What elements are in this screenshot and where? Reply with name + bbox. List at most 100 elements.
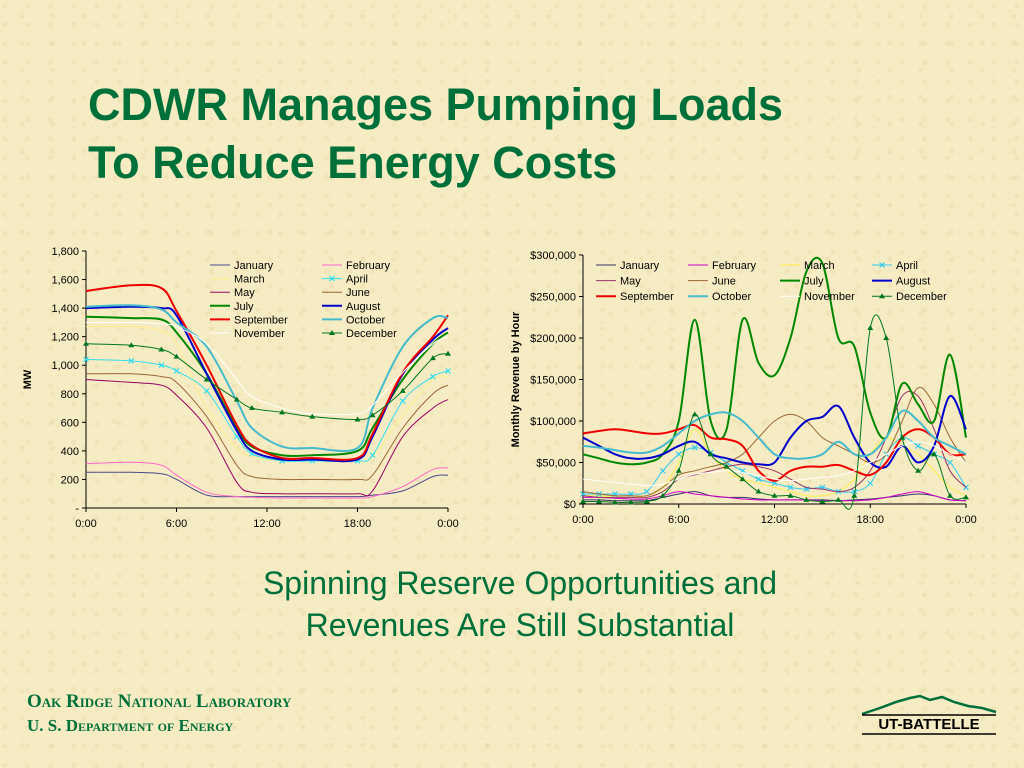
right-point-december — [819, 498, 826, 504]
right-point-april — [851, 488, 858, 495]
left-y-tick-label: 200 — [61, 474, 79, 486]
left-y-axis-label: MW — [22, 369, 34, 389]
right-legend-label: November — [804, 291, 855, 303]
left-point-december — [128, 342, 135, 348]
left-point-april — [158, 362, 165, 369]
left-series-march — [85, 325, 449, 462]
left-y-tick-label: 600 — [61, 417, 79, 429]
footer-organization: Oak Ridge National Laboratory U. S. Depa… — [27, 690, 291, 738]
right-y-axis-label: Monthly Revenue by Hour — [510, 311, 522, 447]
right-point-april — [915, 442, 922, 449]
right-x-tick-label: 0:00 — [572, 514, 593, 526]
right-legend-label: August — [896, 276, 930, 288]
left-series-april — [83, 356, 451, 464]
left-legend-label: July — [234, 301, 254, 313]
left-legend-label: January — [234, 260, 274, 272]
left-legend-item-february: February — [322, 260, 391, 272]
left-x-tick-label: 6:00 — [166, 518, 187, 530]
right-legend-label: October — [712, 291, 751, 303]
left-legend-item-january: January — [210, 260, 274, 272]
right-legend-item-september: September — [596, 291, 674, 303]
left-y-tick-label: 400 — [61, 446, 79, 458]
right-y-tick-label: $150,000 — [530, 375, 576, 387]
right-line-july — [582, 256, 967, 466]
right-point-december — [580, 498, 586, 504]
left-series-november — [85, 321, 449, 416]
right-legend-item-august: August — [872, 276, 930, 288]
right-x-tick-label: 18:00 — [856, 514, 884, 526]
left-series-january — [85, 471, 449, 498]
left-point-december — [248, 405, 255, 411]
right-point-december — [963, 494, 969, 500]
right-point-december — [883, 335, 890, 340]
right-point-december — [707, 451, 714, 457]
right-point-april — [755, 476, 762, 483]
right-y-tick-label: $0 — [564, 499, 576, 511]
right-legend-item-october: October — [688, 291, 751, 303]
left-x-tick-label: 18:00 — [344, 518, 372, 530]
left-y-tick-label: 800 — [61, 389, 79, 401]
left-legend-item-september: September — [210, 314, 288, 326]
right-legend-label: May — [620, 276, 641, 288]
right-legend-item-june: June — [688, 276, 736, 288]
footer-department: U. S. Department of Energy — [27, 716, 234, 735]
right-line-june — [582, 386, 967, 497]
right-x-tick-label: 12:00 — [761, 514, 789, 526]
left-legend: January February March April May June July Augu… — [210, 260, 397, 340]
right-legend-marker — [879, 293, 885, 299]
left-y-tick-label: 1,200 — [51, 332, 79, 344]
right-point-december — [771, 492, 778, 498]
right-point-december — [899, 434, 906, 440]
left-point-december — [233, 396, 240, 402]
right-series-november — [582, 441, 967, 487]
right-point-december — [659, 492, 666, 498]
left-line-may — [85, 379, 449, 497]
left-line-february — [85, 461, 449, 499]
right-legend-label: December — [896, 291, 947, 303]
left-point-december — [173, 353, 180, 359]
left-legend-label: September — [234, 314, 288, 326]
left-point-december — [445, 350, 451, 356]
right-point-december — [851, 492, 858, 498]
slide-subtitle-line-2: Revenues Are Still Substantial — [305, 607, 735, 643]
right-series-july — [582, 256, 967, 466]
slide-title: CDWR Manages Pumping Loads To Reduce Ene… — [88, 76, 1008, 192]
revenue-chart: $0 $50,000 $100,000 $150,000 $200,000 $250,00… — [510, 250, 977, 526]
right-legend-item-april: April — [872, 260, 918, 272]
mw-load-chart: - 200 400 600 800 1,000 1,200 1,400 1,600 1,800 0:… — [22, 246, 459, 530]
right-y-tick-label: $50,000 — [536, 458, 576, 470]
slide-subtitle-line-1: Spinning Reserve Opportunities and — [262, 565, 778, 601]
left-y-tick-label: 1,600 — [51, 275, 79, 287]
left-point-april — [399, 397, 406, 404]
left-y-tick-label: 1,800 — [51, 246, 79, 258]
slide-title-line-2: To Reduce Energy Costs — [88, 137, 618, 188]
left-point-april — [429, 373, 436, 380]
right-point-december — [611, 499, 618, 505]
right-legend-item-november: November — [780, 291, 855, 303]
left-legend-marker — [329, 330, 335, 335]
right-series-december — [580, 314, 969, 510]
left-point-april — [83, 356, 89, 363]
right-point-december — [739, 476, 746, 482]
left-line-october — [85, 304, 449, 453]
left-point-december — [83, 340, 89, 346]
right-point-december — [835, 496, 842, 502]
right-legend-marker — [879, 262, 885, 268]
left-series-september — [85, 283, 449, 461]
left-series-may — [85, 379, 449, 497]
left-line-april — [85, 359, 449, 462]
right-x-tick-label: 6:00 — [668, 514, 689, 526]
ut-battelle-logo-text: UT-BATTELLE — [878, 716, 979, 733]
right-x-tick-label: 0:00 — [955, 514, 976, 526]
left-legend-label: October — [346, 314, 385, 326]
left-series-october — [85, 304, 449, 453]
right-point-december — [691, 411, 698, 417]
right-point-december — [755, 488, 762, 494]
left-point-december — [429, 355, 436, 361]
left-point-april — [128, 358, 135, 364]
left-point-december — [203, 376, 210, 382]
right-series-october — [582, 409, 967, 460]
left-legend-label: November — [234, 328, 285, 340]
left-line-january — [85, 471, 449, 498]
right-series-june — [582, 386, 967, 497]
